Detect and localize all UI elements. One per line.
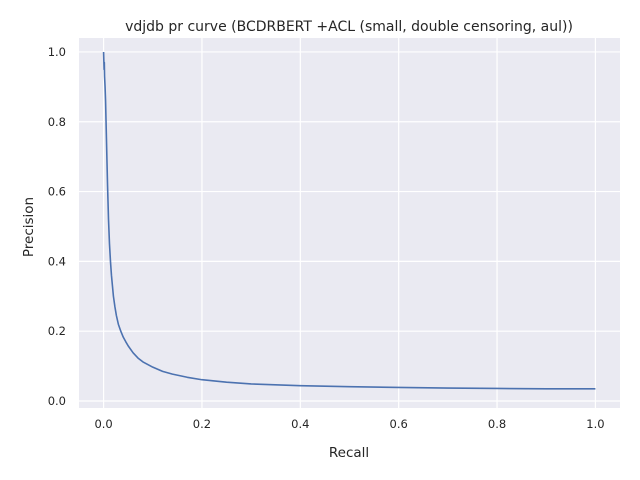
- y-tick-labels: 0.0 0.2 0.4 0.6 0.8 1.0: [48, 45, 66, 408]
- chart-title: vdjdb pr curve (BCDRBERT +ACL (small, do…: [125, 19, 573, 35]
- y-tick-label: 0.4: [48, 254, 66, 268]
- y-tick-label: 0.2: [48, 324, 66, 338]
- y-axis-label: Precision: [21, 197, 37, 257]
- x-axis-label: Recall: [329, 445, 369, 461]
- y-tick-label: 1.0: [48, 45, 66, 59]
- pr-curve-line: [102, 51, 596, 390]
- series-lines: [102, 51, 596, 390]
- x-tick-label: 0.6: [390, 417, 408, 431]
- y-tick-label: 0.6: [48, 185, 66, 199]
- x-tick-labels: 0.0 0.2 0.4 0.6 0.8 1.0: [94, 417, 604, 431]
- plot-background: [79, 38, 620, 408]
- y-tick-label: 0.0: [48, 394, 66, 408]
- x-tick-label: 0.8: [488, 417, 506, 431]
- x-tick-label: 0.2: [193, 417, 211, 431]
- x-tick-label: 1.0: [586, 417, 604, 431]
- x-tick-label: 0.4: [291, 417, 309, 431]
- grid-lines: [79, 38, 620, 408]
- y-tick-label: 0.8: [48, 115, 66, 129]
- x-tick-label: 0.0: [94, 417, 112, 431]
